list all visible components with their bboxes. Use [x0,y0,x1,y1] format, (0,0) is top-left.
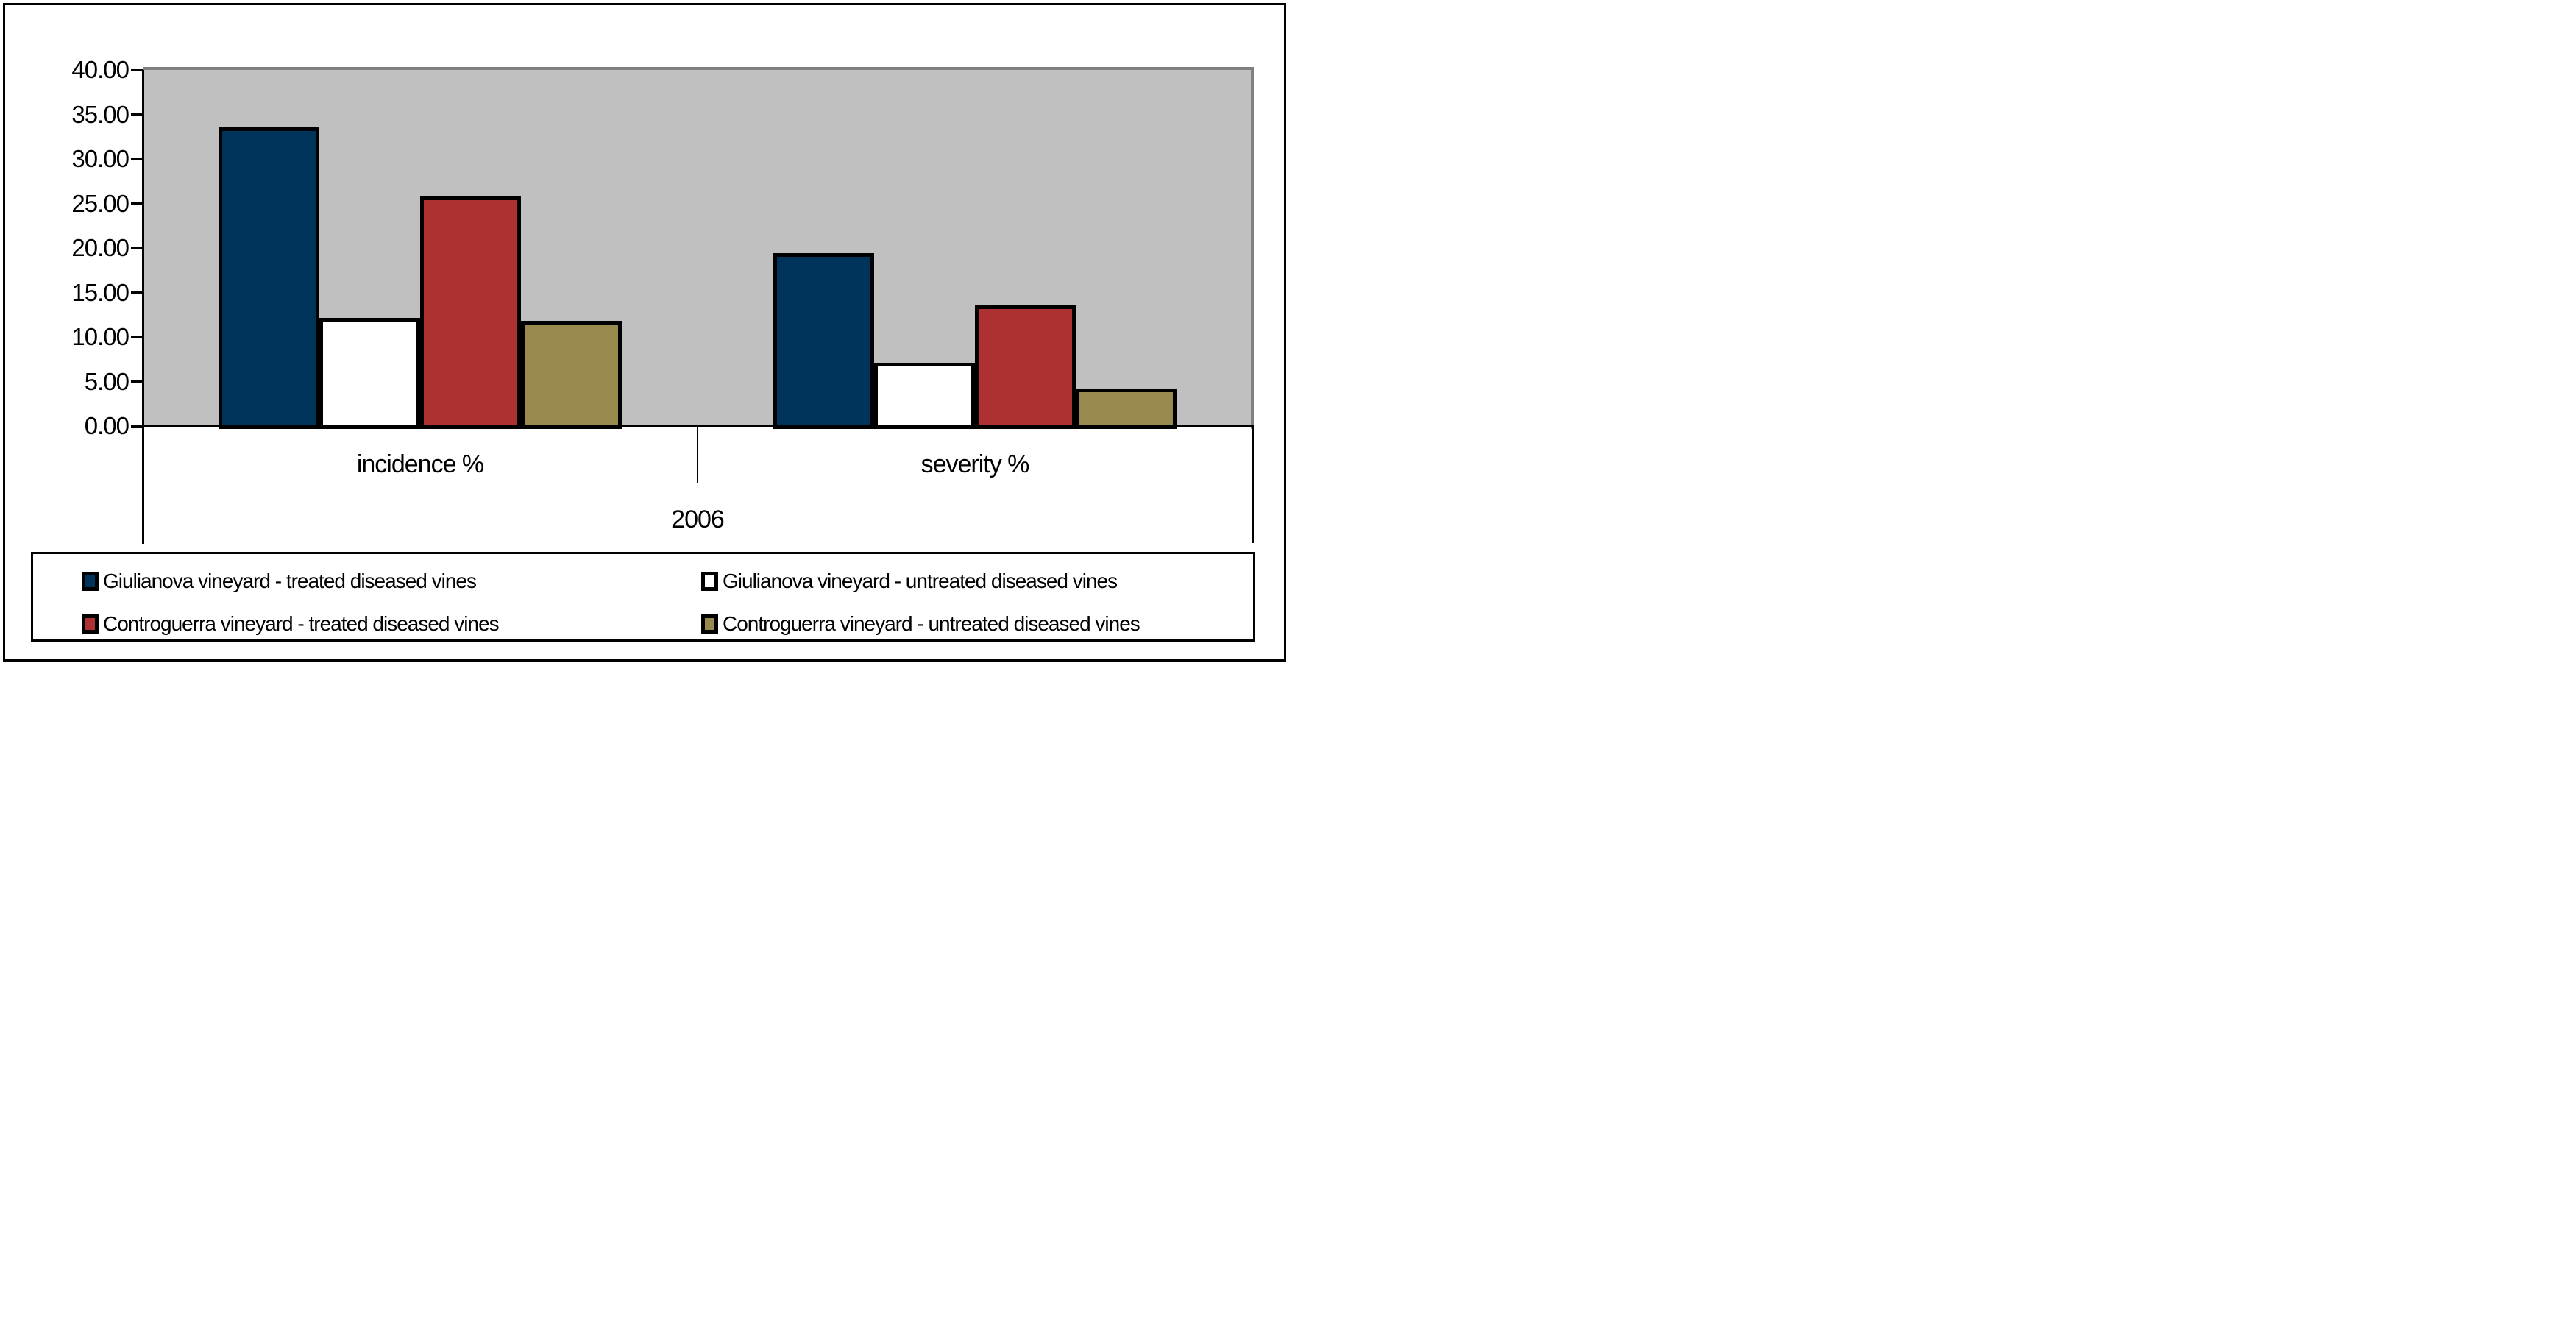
category-label-severity: severity % [920,450,1030,478]
plot-right-border [1251,67,1254,429]
y-tick [131,113,143,116]
y-tick-label: 0.00 [84,412,129,439]
legend-marker-icon [82,572,99,591]
bar-controguerra-vineyard-treated-diseased-vines-severity [975,305,1076,429]
category-label-incidence: incidence % [356,450,484,478]
plot-top-border [143,67,1254,70]
bar-giulianova-vineyard-untreated-diseased-vines-severity [874,363,975,429]
y-tick-label: 5.00 [84,367,129,395]
legend-marker-icon [701,572,718,591]
legend-item-controguerra-vineyard-untreated-diseased-vines: Controguerra vineyard - untreated diseas… [701,611,1140,637]
y-tick [131,202,143,205]
y-tick [131,247,143,249]
y-tick [131,380,143,383]
y-tick-label: 15.00 [71,278,129,306]
legend-marker-icon [701,614,718,634]
category-separator-right [1252,426,1254,543]
category-separator-middle [697,426,698,483]
y-tick [131,291,143,294]
bar-giulianova-vineyard-treated-diseased-vines-incidence [219,127,319,429]
y-tick-label: 35.00 [71,100,129,128]
bar-controguerra-vineyard-treated-diseased-vines-incidence [420,196,521,429]
x-axis-line [142,425,1254,427]
bar-giulianova-vineyard-untreated-diseased-vines-incidence [319,318,420,429]
y-tick-label: 20.00 [71,234,129,261]
bar-giulianova-vineyard-treated-diseased-vines-severity [773,253,874,429]
legend-label: Controguerra vineyard - untreated diseas… [723,612,1140,635]
legend-item-controguerra-vineyard-treated-diseased-vines: Controguerra vineyard - treated diseased… [82,611,500,637]
y-tick-label: 25.00 [71,189,129,217]
legend-item-giulianova-vineyard-untreated-diseased-vines: Giulianova vineyard - untreated diseased… [701,569,1118,594]
y-tick-label: 30.00 [71,145,129,172]
legend-label: Giulianova vineyard - untreated diseased… [723,570,1118,592]
bar-controguerra-vineyard-untreated-diseased-vines-incidence [521,321,622,429]
y-tick [131,425,143,428]
legend-label: Giulianova vineyard - treated diseased v… [103,570,477,592]
y-tick-label: 40.00 [71,56,129,83]
x-group-label: 2006 [671,506,725,533]
y-tick [131,336,143,338]
legend-item-giulianova-vineyard-treated-diseased-vines: Giulianova vineyard - treated diseased v… [82,569,477,594]
legend-marker-icon [82,614,99,634]
y-tick-label: 10.00 [71,323,129,350]
legend-label: Controguerra vineyard - treated diseased… [103,612,500,635]
bar-controguerra-vineyard-untreated-diseased-vines-severity [1076,389,1177,429]
y-tick [131,157,143,160]
y-tick [131,68,143,71]
y-axis-line [142,70,144,544]
legend: Giulianova vineyard - treated diseased v… [31,552,1255,642]
